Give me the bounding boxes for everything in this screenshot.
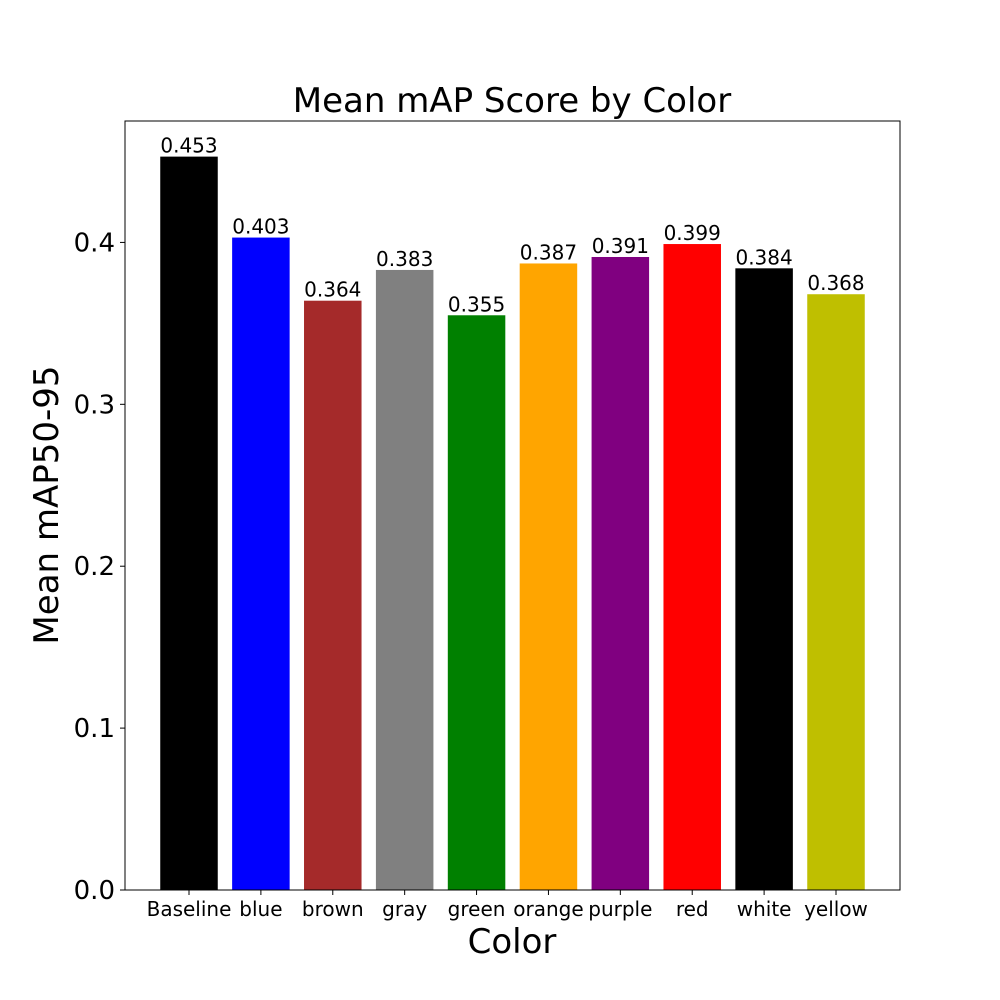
data-label-orange: 0.387: [520, 240, 577, 264]
y-tick-label: 0.2: [74, 552, 115, 582]
bar-brown: [304, 300, 362, 891]
x-tick-label: blue: [239, 897, 282, 921]
data-label-brown: 0.364: [304, 278, 361, 302]
bar-gray: [375, 269, 434, 891]
x-tick-label: white: [737, 897, 792, 921]
data-label-baseline: 0.453: [160, 134, 217, 158]
plot-frame: [124, 120, 901, 891]
bar-orange: [519, 263, 578, 890]
y-axis-ticks: 0.0 0.1 0.2 0.3 0.4: [74, 228, 125, 906]
data-label-gray: 0.383: [376, 247, 433, 271]
x-tick-label: green: [448, 897, 506, 921]
data-label-red: 0.399: [664, 221, 721, 245]
y-tick-label: 0.3: [74, 390, 115, 420]
x-tick-label: Baseline: [147, 897, 232, 921]
y-tick-label: 0.0: [74, 876, 115, 906]
y-tick-label: 0.4: [74, 228, 115, 258]
x-tick-label: gray: [382, 897, 427, 921]
data-label-purple: 0.391: [592, 234, 649, 258]
x-tick-label: orange: [513, 897, 583, 921]
y-axis-label: Mean mAP50-95: [27, 365, 67, 644]
x-tick-label: red: [676, 897, 709, 921]
data-label-white: 0.384: [735, 245, 792, 269]
data-label-yellow: 0.368: [807, 271, 864, 295]
data-label-green: 0.355: [448, 292, 505, 316]
bar-baseline: [160, 156, 218, 891]
bar-yellow: [807, 294, 865, 890]
bar-white: [735, 268, 793, 890]
x-tick-label: yellow: [804, 897, 868, 921]
x-axis-ticks: Baseline blue brown gray green orange purple re…: [147, 890, 868, 921]
y-tick-label: 0.1: [74, 714, 115, 744]
data-label-blue: 0.403: [232, 215, 289, 239]
bar-blue: [232, 237, 290, 890]
bar-green: [447, 315, 506, 890]
x-axis-label: Color: [468, 922, 557, 962]
chart-title: Mean mAP Score by Color: [293, 81, 731, 121]
x-tick-label: brown: [302, 897, 364, 921]
x-tick-label: purple: [588, 897, 652, 921]
bars-group: [160, 156, 865, 891]
data-labels-group: 0.453 0.403 0.364 0.383 0.355 0.387 0.391 0.399…: [160, 134, 864, 317]
bar-red: [663, 244, 721, 891]
bar-purple: [591, 256, 650, 890]
